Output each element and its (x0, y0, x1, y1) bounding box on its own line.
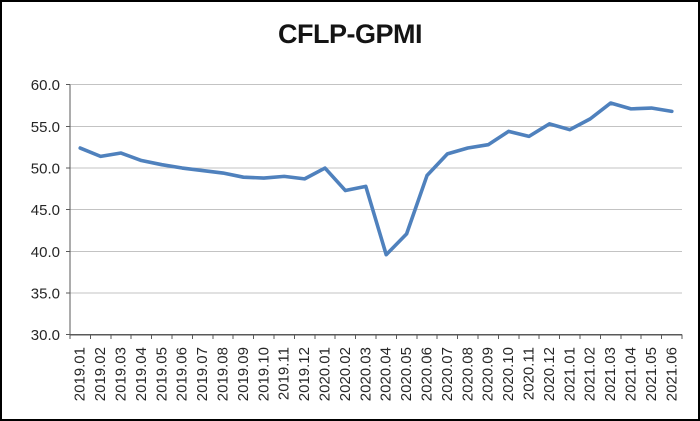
x-tick-label: 2021.01 (561, 347, 578, 401)
y-tick-label: 45.0 (31, 202, 60, 219)
x-tick-label: 2020.02 (337, 347, 354, 401)
x-tick-label: 2019.03 (113, 347, 130, 401)
x-tick-label: 2020.07 (439, 347, 456, 401)
x-tick-label: 2021.04 (623, 347, 640, 401)
x-tick-label: 2019.01 (72, 347, 89, 401)
y-tick-label: 60.0 (31, 77, 60, 94)
x-tick-label: 2020.11 (521, 347, 538, 400)
chart-title: CFLP-GPMI (278, 19, 423, 49)
x-tick-label: 2021.03 (602, 347, 619, 401)
x-tick-label: 2020.04 (378, 347, 395, 401)
x-tick-label: 2020.06 (419, 347, 436, 401)
x-tick-label: 2020.12 (541, 347, 558, 401)
x-tick-label: 2019.09 (235, 347, 252, 401)
x-tick-label: 2019.10 (255, 347, 272, 401)
x-tick-label: 2021.06 (663, 347, 680, 401)
x-tick-label: 2019.02 (92, 347, 109, 401)
y-tick-label: 55.0 (31, 119, 60, 136)
x-tick-label: 2021.02 (582, 347, 599, 401)
x-tick-label: 2021.05 (643, 347, 660, 401)
data-series-line (78, 101, 674, 257)
x-tick-label: 2020.03 (357, 347, 374, 401)
x-tick-label: 2019.11 (276, 347, 293, 400)
x-tick-label: 2020.10 (500, 347, 517, 401)
x-tick-label: 2020.09 (480, 347, 497, 401)
x-tick-label: 2019.08 (215, 347, 232, 401)
y-tick-label: 30.0 (31, 327, 60, 344)
y-tick-label: 50.0 (31, 161, 60, 178)
x-tick-label: 2019.06 (174, 347, 191, 401)
x-tick-label: 2020.08 (459, 347, 476, 401)
x-tick-label: 2019.04 (133, 347, 150, 401)
x-tick-label: 2019.12 (296, 347, 313, 401)
y-tick-label: 40.0 (31, 244, 60, 261)
x-tick-label: 2019.07 (194, 347, 211, 401)
y-tick-label: 35.0 (31, 286, 60, 303)
x-tick-label: 2019.05 (153, 347, 170, 401)
x-tick-label: 2020.01 (317, 347, 334, 401)
x-tick-label: 2020.05 (398, 347, 415, 401)
